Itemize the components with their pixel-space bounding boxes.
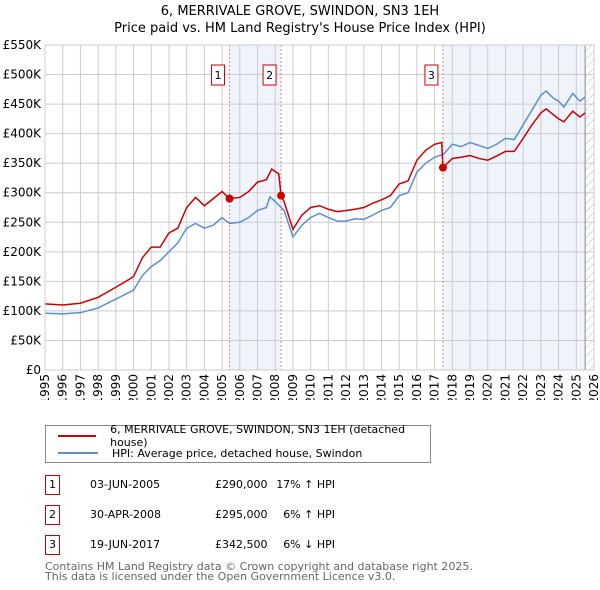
sale-hpi-diff: 6% ↓ HPI: [283, 538, 335, 551]
sale-point: [438, 163, 447, 172]
sale-hpi-diff: 6% ↑ HPI: [283, 508, 335, 521]
sale-label: 1: [215, 69, 222, 82]
x-tick-label: 2010: [304, 374, 318, 400]
x-tick-label: 2001: [144, 374, 158, 400]
sale-point: [225, 194, 234, 203]
x-tick-label: 2007: [251, 374, 265, 400]
y-tick-label: £100K: [3, 304, 43, 318]
x-tick-label: 2021: [498, 374, 512, 400]
x-tick-label: 1995: [38, 374, 52, 400]
y-tick-label: £500K: [3, 68, 43, 82]
y-tick-label: £0: [26, 363, 41, 377]
y-tick-label: £250K: [3, 215, 43, 229]
sale-row: 1 03-JUN-2005 £290,000 17% ↑ HPI: [45, 475, 445, 495]
x-tick-label: 1996: [56, 374, 70, 400]
x-tick-label: 1999: [109, 374, 123, 400]
x-tick-label: 2006: [233, 374, 247, 400]
x-tick-label: 2012: [339, 374, 353, 400]
forecast-hatch: [585, 45, 594, 370]
sale-date: 30-APR-2008: [90, 508, 162, 521]
shaded-ownership-period: [229, 45, 282, 370]
sale-row: 2 30-APR-2008 £295,000 6% ↑ HPI: [45, 505, 445, 525]
sale-label-box: [262, 64, 277, 86]
sale-date: 03-JUN-2005: [90, 478, 161, 491]
x-tick-label: 2004: [197, 374, 211, 400]
x-tick-label: 2014: [374, 374, 388, 400]
sale-marker-label: 1: [45, 475, 60, 495]
sale-hpi-diff: 17% ↑ HPI: [276, 478, 335, 491]
x-tick-label: 2000: [127, 374, 141, 400]
legend-item-hpi: HPI: Average price, detached house, Swin…: [58, 445, 362, 461]
sale-label-box: [424, 64, 439, 86]
x-tick-label: 2016: [410, 374, 424, 400]
x-tick-label: 2005: [215, 374, 229, 400]
sale-price: £342,500: [215, 538, 268, 551]
x-tick-label: 2024: [552, 374, 566, 400]
y-tick-label: £200K: [3, 245, 43, 259]
x-tick-label: 2003: [180, 374, 194, 400]
shaded-ownership-period: [442, 45, 586, 370]
legend: 6, MERRIVALE GROVE, SWINDON, SN3 1EH (de…: [45, 423, 431, 463]
legend-label: HPI: Average price, detached house, Swin…: [112, 446, 363, 460]
x-tick-label: 2018: [445, 374, 459, 400]
x-tick-label: 1997: [73, 374, 87, 400]
plot-area: £0 £50K £100K £150K £200K £250K £300K £350K £400…: [3, 38, 600, 400]
x-tick-label: 2013: [357, 374, 371, 400]
x-tick-label: 2022: [516, 374, 530, 400]
legend-item-property: 6, MERRIVALE GROVE, SWINDON, SN3 1EH (de…: [58, 423, 430, 449]
sale-date: 19-JUN-2017: [90, 538, 161, 551]
legend-label: 6, MERRIVALE GROVE, SWINDON, SN3 1EH (de…: [110, 423, 406, 449]
sale-marker-label: 3: [45, 535, 60, 555]
sale-row: 3 19-JUN-2017 £342,500 6% ↓ HPI: [45, 535, 445, 555]
plot-border: [44, 44, 595, 371]
footer-line-1: Contains HM Land Registry data © Crown c…: [45, 560, 473, 573]
chart-title: 6, MERRIVALE GROVE, SWINDON, SN3 1EH: [160, 4, 440, 19]
y-tick-label: £300K: [3, 186, 43, 200]
y-tick-label: £400K: [3, 127, 43, 141]
footer-line-2: This data is licensed under the Open Gov…: [45, 570, 396, 583]
x-tick-label: 2017: [428, 374, 442, 400]
legend-swatch: [58, 452, 98, 454]
sale-point: [277, 191, 286, 200]
y-tick-label: £350K: [3, 156, 43, 170]
y-tick-label: £150K: [3, 274, 43, 288]
y-tick-label: £450K: [3, 97, 43, 111]
x-tick-label: 2011: [321, 374, 335, 400]
chart-subtitle: Price paid vs. HM Land Registry's House …: [114, 21, 486, 36]
x-tick-label: 2009: [286, 374, 300, 400]
sale-price: £290,000: [215, 478, 268, 491]
x-tick-label: 2023: [534, 374, 548, 400]
x-tick-label: 2008: [268, 374, 282, 400]
sale-label-box: [211, 64, 226, 86]
property-price-line: [44, 107, 586, 306]
x-tick-label: 2019: [463, 374, 477, 400]
legend-swatch: [58, 435, 97, 437]
y-tick-label: £50K: [10, 333, 42, 347]
x-tick-label: 2002: [162, 374, 176, 400]
sale-label: 2: [266, 69, 273, 82]
hpi-line: [44, 90, 586, 315]
x-tick-label: 2026: [587, 374, 600, 400]
sale-label: 3: [428, 69, 435, 82]
x-tick-label: 2015: [392, 374, 406, 400]
x-tick-label: 1998: [91, 374, 105, 400]
x-tick-label: 2020: [481, 374, 495, 400]
x-tick-label: 2025: [569, 374, 583, 400]
y-tick-label: £550K: [3, 38, 43, 52]
sale-marker-label: 2: [45, 505, 60, 525]
sale-price: £295,000: [215, 508, 268, 521]
